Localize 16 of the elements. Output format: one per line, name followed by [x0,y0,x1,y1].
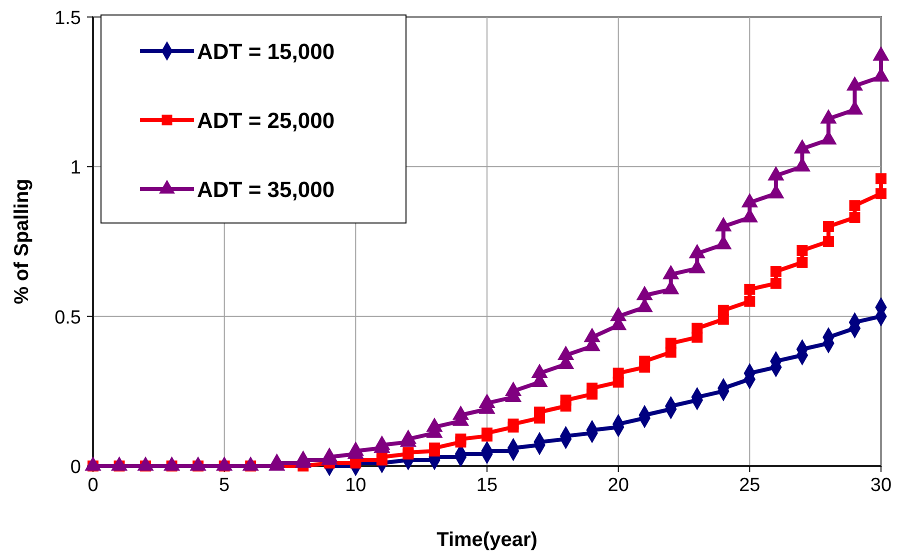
x-tick-label: 10 [345,475,366,496]
x-axis-title: Time(year) [436,529,538,551]
x-tick-label: 5 [219,475,230,496]
y-tick-label: 1 [70,158,81,179]
legend-label: ADT = 35,000 [197,177,335,202]
x-tick-label: 25 [739,475,760,496]
y-tick-label: 0 [70,457,81,478]
y-tick-label: 1.5 [54,8,81,29]
legend-label: ADT = 25,000 [197,108,335,133]
y-axis-title: % of Spalling [11,178,33,304]
x-tick-label: 15 [476,475,498,496]
x-tick-label: 30 [870,475,892,496]
x-tick-label: 20 [608,475,629,496]
x-tick-label: 0 [88,475,98,496]
y-tick-label: 0.5 [54,307,81,328]
legend-label: ADT = 15,000 [197,39,335,64]
